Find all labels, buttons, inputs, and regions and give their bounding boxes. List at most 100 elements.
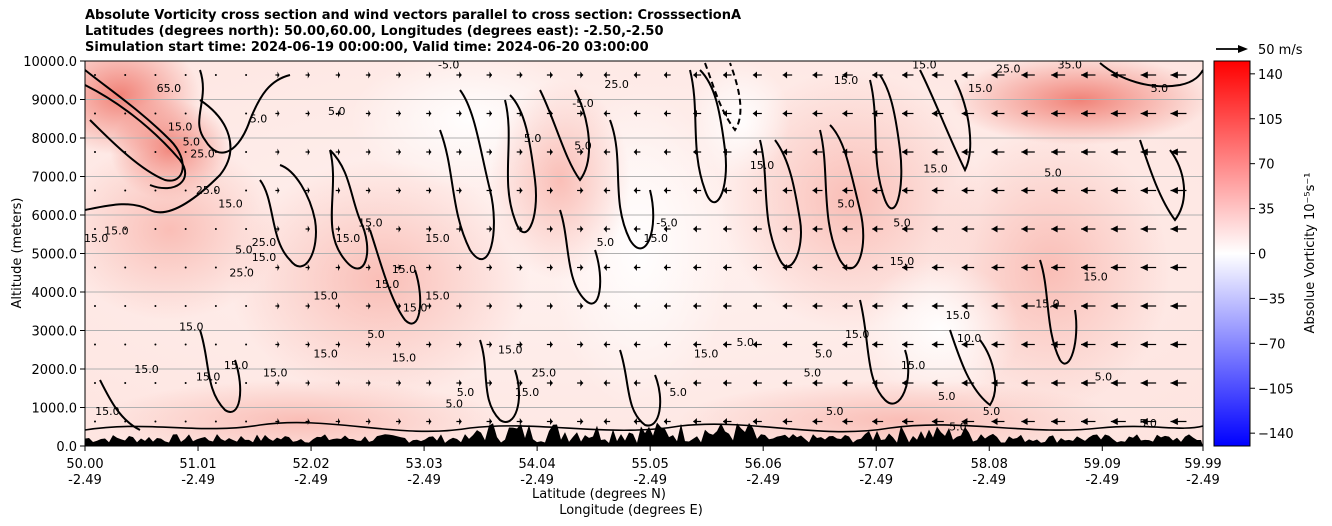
contour-label: 25.0 [996,63,1021,76]
contour-label: 15.0 [946,309,971,322]
wind-vector [335,379,341,387]
wind-vector [663,418,671,425]
wind-vector [94,151,96,153]
contour-label: 15.0 [358,217,383,230]
wind-vector [1170,225,1187,233]
wind-vector [396,418,401,425]
contour-label: 5.0 [949,421,967,434]
wind-vector [124,305,127,307]
contour-label: 15.0 [901,359,926,372]
wind-vector [663,264,671,271]
wind-vector [396,379,401,387]
wind-vector [154,343,157,346]
wind-vector [752,110,762,117]
wind-vector [486,341,492,348]
wind-vector [214,305,217,307]
contour-labels: 65.015.05.025.025.05.05.015.015.015.05.0… [85,59,1169,434]
wind-vector [902,418,914,425]
wind-vector [603,225,611,233]
x-tick-label-lon: -2.49 [859,473,893,488]
wind-vector [426,264,432,271]
wind-vector [124,343,127,346]
wind-vector [546,71,553,79]
wind-vector [603,418,611,425]
y-tick-label: 0.0 [56,440,77,455]
wind-vector [516,110,523,117]
wind-vector [94,420,96,423]
contour-label: 5.0 [669,386,687,399]
contour-label: 15.0 [968,82,993,95]
wind-vector [94,112,96,115]
wind-vector [214,74,217,76]
contour-label: 15.0 [313,347,338,360]
wind-vector [1170,341,1187,348]
wind-vector [633,379,641,387]
colorbar-tick-label: 70 [1258,158,1275,173]
wind-vector [782,418,793,425]
wind-vector [396,264,401,271]
wind-vector [931,341,944,348]
wind-vector [693,225,702,233]
x-tick-label-lon: -2.49 [1186,473,1220,488]
wind-vector [931,379,944,387]
wind-vector [1110,418,1126,425]
y-tick-label: 7000.0 [32,171,78,186]
wind-vector [456,379,462,387]
wind-vector [991,379,1005,387]
wind-vector [991,110,1005,117]
wind-vector [365,187,371,194]
x-tick-label-lon: -2.49 [407,473,441,488]
wind-vector [1051,187,1066,194]
wind-vector [842,148,853,156]
wind-vector [516,379,523,387]
wind-vector [245,305,248,307]
wind-vector [872,225,884,233]
wind-vector [931,187,944,194]
wind-vector [426,71,432,79]
wind-vector [842,341,853,348]
wind-vector [365,341,371,348]
y-tick-label: 3000.0 [32,325,78,340]
wind-vector [486,225,492,233]
wind-vector [902,379,914,387]
wind-vector [184,189,187,192]
wind-vector [546,341,553,348]
wind-vector [335,187,341,194]
wind-vector [931,264,944,271]
y-tick-label: 6000.0 [32,209,78,224]
wind-vector [842,225,853,233]
wind-vector [782,110,793,117]
wind-vector [1110,264,1126,271]
wind-vector [184,74,187,76]
wind-vector [577,418,584,425]
contour-label: 15.0 [218,197,243,210]
wind-vector [426,110,432,117]
contour-label: 15.0 [890,255,915,268]
y-axis-label: Altitude (meters) [10,198,25,309]
wind-vector [516,264,523,271]
x-tick-label-lat: 53.03 [405,457,442,472]
wind-vector [365,379,371,387]
wind-vector [577,187,584,194]
wind-vector [124,266,127,269]
wind-vector [633,225,641,233]
wind-vector [124,151,127,153]
wind-vector [516,71,523,79]
wind-vector [154,112,157,115]
contour-label: 5.0 [1151,82,1169,95]
wind-vector [305,418,310,425]
colorbar-tick-label: −140 [1258,427,1294,442]
wind-vector [812,302,823,310]
wind-vector [1170,110,1187,117]
wind-vector [752,302,762,310]
wind-vector [872,110,884,117]
wind-vector [752,341,762,348]
wind-vector [723,341,732,348]
contour-label: 5.0 [367,328,385,341]
chart-title-line-2: Latitudes (degrees north): 50.00,60.00, … [85,24,664,39]
wind-vector [752,379,762,387]
wind-vector [812,341,823,348]
contour-label: -5.0 [438,59,459,72]
wind-vector [516,148,523,156]
wind-vector [577,302,584,310]
